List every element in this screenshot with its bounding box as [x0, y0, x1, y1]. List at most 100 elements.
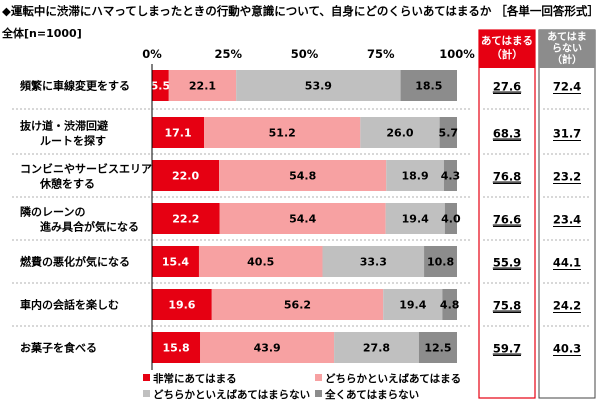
- category-label: 燃費の悪化が気になる: [19, 255, 130, 269]
- bar-segment: [219, 160, 387, 191]
- bar-segment: [424, 246, 457, 277]
- bar-segment: [152, 70, 169, 101]
- bar-segment: [152, 289, 212, 320]
- applies-total-value: 68.3: [493, 127, 521, 141]
- data-label: 27.8: [363, 342, 390, 355]
- bar-segment: [204, 117, 361, 148]
- applies-header-label: （計）: [491, 48, 523, 61]
- not-applies-header-label: あてはま: [547, 30, 587, 43]
- bar-segment: [443, 160, 457, 191]
- data-label: 5.5: [151, 80, 171, 93]
- category-label: コンビニやサービスエリアで: [20, 162, 163, 176]
- legend-label: どちらかといえばあてはまらない: [153, 388, 310, 401]
- x-tick-label: 25%: [214, 47, 242, 61]
- data-label: 4.8: [440, 299, 460, 312]
- category-label: お菓子を食べる: [20, 341, 97, 355]
- category-label: 休憩をする: [39, 177, 95, 191]
- bar-segment: [168, 70, 237, 101]
- data-label: 40.5: [247, 256, 274, 269]
- x-tick-label: 0%: [142, 47, 162, 61]
- data-label: 22.2: [172, 213, 199, 226]
- not-applies-total-value: 72.4: [553, 80, 581, 94]
- not-applies-total-value: 24.2: [553, 299, 581, 313]
- bar-segment: [152, 160, 220, 191]
- data-label: 4.3: [441, 170, 461, 183]
- bar-segment: [439, 117, 457, 148]
- bar-segment: [385, 203, 445, 234]
- bar-segment: [152, 117, 205, 148]
- bar-segment: [400, 70, 457, 101]
- applies-total-value: 27.6: [493, 80, 521, 94]
- not-applies-header-bg: [539, 30, 595, 68]
- bar-segment: [386, 160, 444, 191]
- data-label: 17.1: [165, 127, 192, 140]
- data-label: 22.1: [189, 80, 216, 93]
- category-label: ルートを探す: [40, 134, 106, 148]
- applies-total-value: 76.8: [493, 170, 521, 184]
- data-label: 54.4: [289, 213, 316, 226]
- data-label: 56.2: [284, 299, 311, 312]
- x-tick-label: 100%: [439, 47, 475, 61]
- applies-total-value: 55.9: [493, 256, 521, 270]
- data-label: 5.7: [439, 127, 459, 140]
- data-label: 4.0: [441, 213, 461, 226]
- x-tick-label: 50%: [291, 47, 319, 61]
- data-label: 53.9: [305, 80, 332, 93]
- x-tick-label: 75%: [367, 47, 395, 61]
- bar-segment: [152, 203, 220, 234]
- not-applies-total-value: 31.7: [553, 127, 581, 141]
- bar-segment: [198, 246, 323, 277]
- sample-size-label: 全体[n=1000]: [2, 27, 82, 40]
- applies-header-bg: [479, 30, 535, 68]
- applies-total-value: 76.6: [493, 213, 521, 227]
- bar-segment: [322, 246, 425, 277]
- data-label: 22.0: [172, 170, 199, 183]
- category-label: 進み具合が気になる: [40, 220, 139, 234]
- bar-segment: [211, 289, 384, 320]
- data-label: 15.4: [162, 256, 189, 269]
- data-label: 10.8: [427, 256, 454, 269]
- bar-segment: [442, 289, 457, 320]
- bar-segment: [152, 332, 201, 363]
- not-applies-total-value: 23.4: [553, 213, 581, 227]
- data-label: 54.8: [289, 170, 316, 183]
- legend-swatch: [315, 374, 322, 381]
- legend-swatch: [143, 390, 150, 397]
- legend-swatch: [315, 390, 322, 397]
- data-label: 15.8: [163, 342, 190, 355]
- applies-total-value: 75.8: [493, 299, 521, 313]
- data-label: 26.0: [386, 127, 413, 140]
- legend-swatch: [143, 374, 150, 381]
- category-label: 隣のレーンの: [20, 205, 85, 219]
- not-applies-total-value: 44.1: [553, 256, 581, 270]
- data-label: 33.3: [360, 256, 387, 269]
- not-applies-header-label: （計）: [552, 53, 582, 66]
- data-label: 12.5: [424, 342, 451, 355]
- not-applies-header-label: らない: [552, 43, 582, 55]
- category-label: 車内の会話を楽しむ: [20, 298, 119, 312]
- bar-segment: [152, 246, 199, 277]
- data-label: 19.4: [402, 213, 429, 226]
- bar-segment: [444, 203, 457, 234]
- data-label: 43.9: [254, 342, 281, 355]
- category-label: 抜け道・渋滞回避: [20, 119, 109, 133]
- legend-label: 非常にあてはまる: [153, 372, 237, 385]
- data-label: 19.4: [399, 299, 426, 312]
- data-label: 18.5: [415, 80, 442, 93]
- bar-segment: [219, 203, 386, 234]
- legend-label: どちらかといえばあてはまる: [325, 372, 461, 385]
- chart-title: ◆運転中に渋滞にハマってしまったときの行動や意識について、自身にどのくらいあては…: [2, 4, 599, 18]
- bar-segment: [200, 332, 335, 363]
- bar-segment: [383, 289, 443, 320]
- not-applies-total-value: 23.2: [553, 170, 581, 184]
- bar-segment: [334, 332, 419, 363]
- not-applies-total-value: 40.3: [553, 342, 581, 356]
- applies-total-value: 59.7: [493, 342, 521, 356]
- bar-segment: [236, 70, 401, 101]
- applies-header-label: あてはまる: [481, 34, 533, 47]
- data-label: 18.9: [401, 170, 428, 183]
- category-label: 頻繁に車線変更をする: [20, 79, 130, 93]
- legend-label: 全くあてはまらない: [324, 388, 419, 401]
- bar-segment: [418, 332, 457, 363]
